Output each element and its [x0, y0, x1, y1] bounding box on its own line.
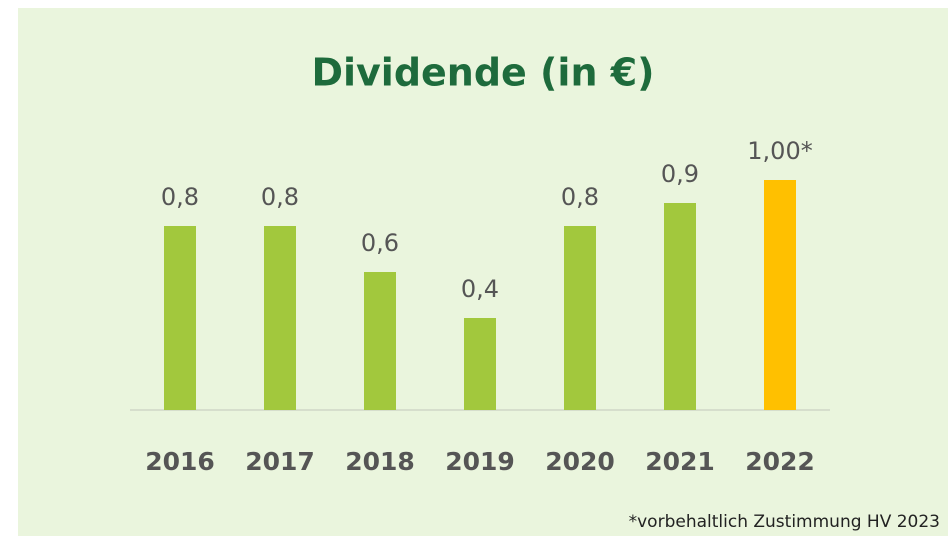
value-label: 1,00*: [747, 137, 812, 165]
x-tick-label: 2019: [445, 447, 515, 476]
value-label: 0,9: [661, 160, 699, 188]
bar: [464, 318, 496, 410]
x-tick-label: 2016: [145, 447, 215, 476]
x-tick-label: 2017: [245, 447, 315, 476]
value-label: 0,8: [261, 183, 299, 211]
bar: [264, 226, 296, 410]
bar: [764, 180, 796, 410]
x-tick-label: 2022: [745, 447, 815, 476]
bar: [664, 203, 696, 410]
value-label: 0,4: [461, 275, 499, 303]
chart-title: Dividende (in €): [311, 51, 654, 95]
bar: [364, 272, 396, 410]
x-tick-label: 2020: [545, 447, 615, 476]
x-tick-label: 2021: [645, 447, 715, 476]
value-label: 0,6: [361, 229, 399, 257]
bar: [564, 226, 596, 410]
x-tick-label: 2018: [345, 447, 415, 476]
value-label: 0,8: [561, 183, 599, 211]
value-label: 0,8: [161, 183, 199, 211]
footnote: *vorbehaltlich Zustimmung HV 2023: [629, 512, 940, 532]
bar: [164, 226, 196, 410]
